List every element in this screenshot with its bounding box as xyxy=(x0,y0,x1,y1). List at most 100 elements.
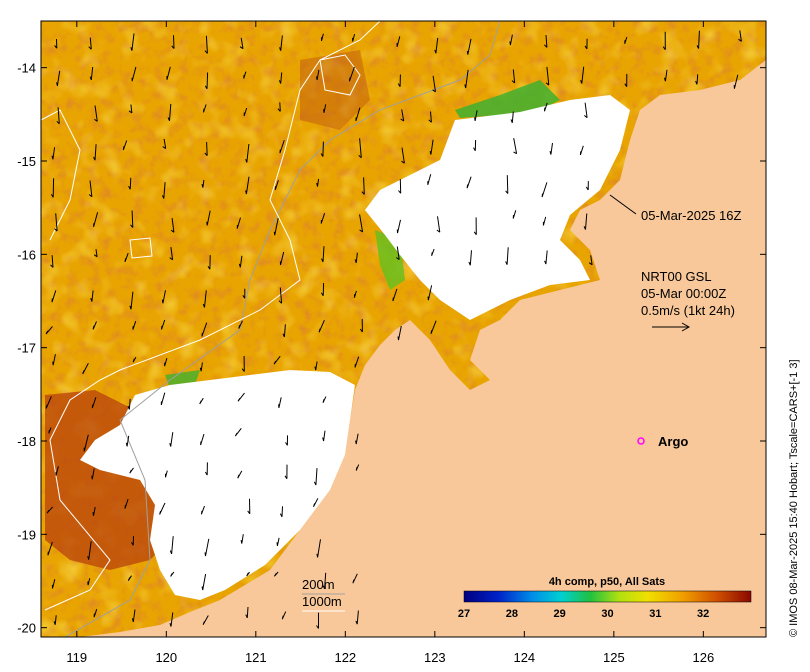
current-arrow xyxy=(129,291,134,310)
current-arrow xyxy=(245,143,250,163)
current-arrow xyxy=(202,615,209,625)
current-arrow xyxy=(513,138,518,155)
current-arrow xyxy=(122,140,128,151)
current-arrow xyxy=(246,571,250,577)
colorbar-tick-label: 28 xyxy=(506,608,518,620)
current-arrow xyxy=(359,214,364,233)
current-arrow xyxy=(51,290,57,303)
current-arrow xyxy=(90,290,94,302)
current-arrow xyxy=(160,392,166,406)
current-arrow xyxy=(278,72,283,84)
current-arrow xyxy=(167,103,172,121)
current-arrow xyxy=(695,74,699,85)
current-arrow xyxy=(549,142,553,155)
argo-label: Argo xyxy=(658,434,688,449)
current-arrow xyxy=(585,181,589,191)
current-arrow xyxy=(361,177,365,195)
depth-legend-200m: 200m xyxy=(302,577,335,592)
hot-patch-north xyxy=(300,50,370,130)
current-arrow xyxy=(125,435,130,447)
current-arrow xyxy=(396,36,401,47)
current-arrow xyxy=(54,213,58,232)
current-arrow xyxy=(52,354,56,366)
current-arrow xyxy=(273,571,279,577)
current-arrow xyxy=(47,541,53,556)
current-arrow xyxy=(348,66,355,82)
current-arrow xyxy=(87,578,91,586)
current-arrow xyxy=(87,541,92,560)
current-arrow xyxy=(544,102,548,112)
current-arrow xyxy=(169,247,174,261)
current-arrow xyxy=(401,147,405,164)
current-arrow xyxy=(199,362,203,372)
current-arrow xyxy=(584,38,588,50)
current-arrow xyxy=(243,107,248,117)
current-arrow xyxy=(273,218,279,236)
y-tick-label: -17 xyxy=(17,341,36,356)
current-arrow xyxy=(276,537,280,547)
current-arrow xyxy=(50,178,55,198)
current-arrow xyxy=(92,321,97,330)
current-arrow xyxy=(274,180,279,191)
current-arrow xyxy=(170,571,175,577)
current-arrow xyxy=(56,70,61,87)
colorbar-tick-label: 29 xyxy=(554,608,566,620)
current-arrow xyxy=(474,110,478,121)
satellite-time-label: 05-Mar-2025 16Z xyxy=(641,208,741,223)
current-arrow xyxy=(239,37,244,50)
current-arrow xyxy=(316,539,321,558)
current-arrow xyxy=(236,217,241,229)
current-arrow xyxy=(432,75,436,93)
current-scale-arrow xyxy=(652,322,691,332)
current-arrow xyxy=(93,609,98,618)
current-arrow xyxy=(91,468,95,480)
current-arrow xyxy=(204,538,210,557)
current-arrow xyxy=(355,107,361,122)
cloud-southwest xyxy=(80,370,355,600)
x-tick-label: 125 xyxy=(603,650,625,665)
current-arrow xyxy=(279,139,285,154)
current-arrow xyxy=(93,249,98,258)
current-arrow xyxy=(396,219,401,234)
y-tick-label: -15 xyxy=(17,154,36,169)
current-arrow xyxy=(164,358,168,367)
current-arrow xyxy=(281,611,287,620)
current-arrow xyxy=(355,433,359,445)
current-arrow xyxy=(46,506,53,514)
current-arrow xyxy=(664,69,668,82)
current-arrow xyxy=(320,212,326,224)
current-arrow xyxy=(55,466,59,476)
current-arrow xyxy=(544,34,548,48)
current-arrow xyxy=(200,433,205,446)
current-arrow xyxy=(279,506,283,518)
current-arrow xyxy=(544,250,548,265)
credit-text: © IMOS 08-Mar-2025 15:40 Hobart; Tscale=… xyxy=(788,359,800,637)
current-arrow xyxy=(400,109,405,122)
current-arrow xyxy=(427,285,433,301)
current-arrow xyxy=(322,572,327,590)
current-arrow xyxy=(170,218,175,233)
current-arrow xyxy=(82,362,89,375)
current-arrow xyxy=(245,606,249,619)
colorbar-tick-label: 27 xyxy=(458,608,470,620)
current-arrow xyxy=(313,498,319,508)
current-arrow xyxy=(162,138,167,150)
current-arrow xyxy=(588,255,593,266)
current-arrow xyxy=(45,326,53,335)
current-arrow xyxy=(207,255,211,270)
current-arrow xyxy=(541,182,548,198)
current-arrow xyxy=(505,175,509,194)
x-tick-label: 124 xyxy=(513,650,535,665)
current-arrow xyxy=(322,396,327,404)
current-arrow xyxy=(277,102,281,112)
colorbar-tick-label: 32 xyxy=(697,608,709,620)
current-arrow xyxy=(92,506,96,516)
x-tick-label: 123 xyxy=(424,650,446,665)
current-arrow xyxy=(316,178,320,187)
x-tick-label: 120 xyxy=(155,650,177,665)
cloud-east xyxy=(365,95,630,320)
current-arrow xyxy=(738,30,742,42)
current-arrow xyxy=(273,355,281,365)
current-arrow xyxy=(161,319,166,330)
current-arrow xyxy=(318,319,325,333)
